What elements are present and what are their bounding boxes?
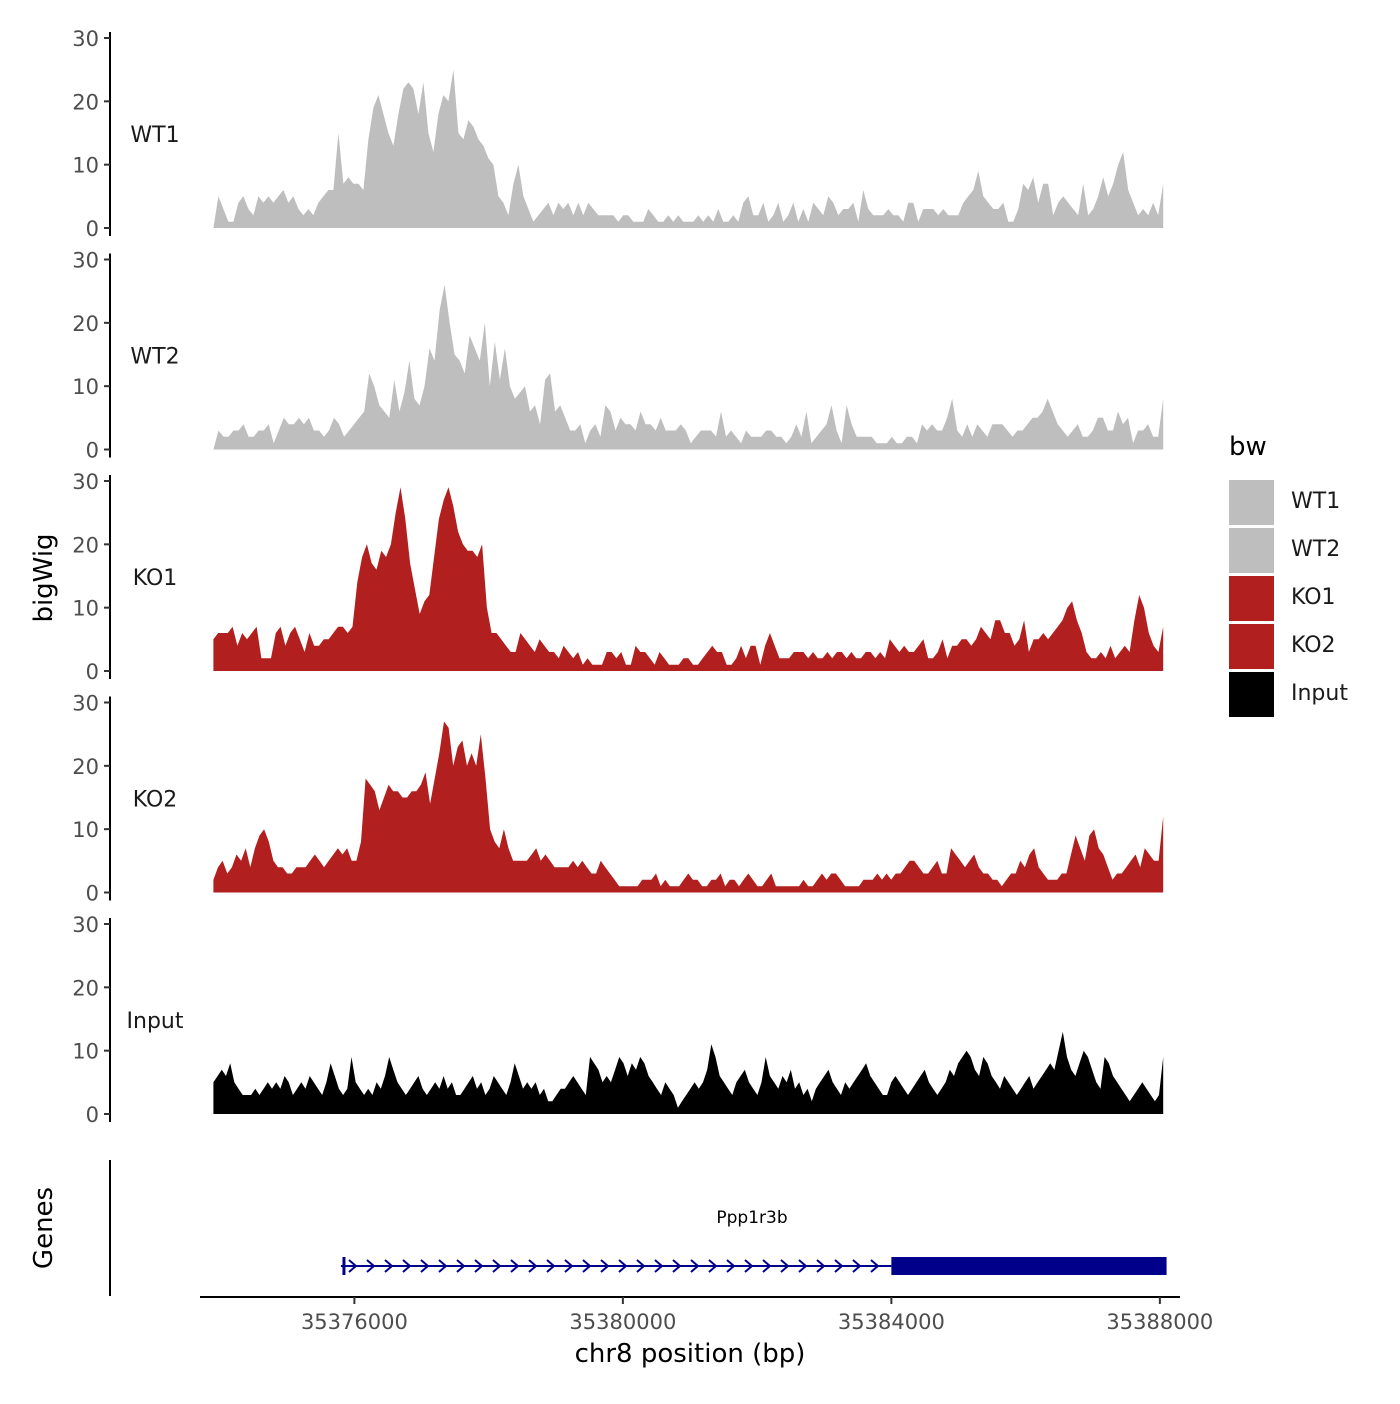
track-name-label: WT1 (130, 123, 179, 148)
legend-label: Input (1291, 681, 1348, 706)
track-panel-wt1: 0 10 20 30 WT1 (72, 27, 1164, 241)
track-panel-ko1: 0 10 20 30 KO1 (72, 470, 1164, 684)
legend-item-ko1: KO1 (1229, 576, 1389, 622)
y-tick-label: 10 (72, 1040, 99, 1064)
y-tick-label: 0 (86, 882, 99, 906)
strand-arrow (474, 1259, 484, 1273)
strand-arrow (438, 1259, 448, 1273)
track-panel-input: 0 10 20 30 Input (72, 913, 1164, 1127)
track-panel-wt2: 0 10 20 30 WT2 (72, 249, 1164, 463)
legend-swatch (1229, 624, 1274, 669)
strand-arrow (402, 1259, 412, 1273)
y-axis-label: bigWig (29, 533, 59, 622)
y-tick-label: 30 (72, 692, 99, 716)
legend-label: KO1 (1291, 585, 1336, 610)
strand-arrow (636, 1259, 646, 1273)
strand-arrow (744, 1259, 754, 1273)
y-tick-label: 20 (72, 312, 99, 336)
legend-item-wt2: WT2 (1229, 528, 1389, 574)
legend-item-wt1: WT1 (1229, 480, 1389, 526)
y-tick-label: 10 (72, 597, 99, 621)
x-tick-label: 35376000 (301, 1310, 408, 1334)
track-name-label: KO1 (133, 566, 178, 591)
gene-cds-block (891, 1257, 1167, 1275)
y-tick-label: 30 (72, 249, 99, 273)
y-tick-label: 0 (86, 217, 99, 241)
y-tick-label: 0 (86, 660, 99, 684)
strand-arrow (726, 1259, 736, 1273)
legend-swatch (1229, 672, 1274, 717)
strand-arrow (384, 1259, 394, 1273)
strand-arrow (600, 1259, 610, 1273)
y-tick-label: 20 (72, 755, 99, 779)
y-tick-label: 30 (72, 913, 99, 937)
y-tick-label: 20 (72, 90, 99, 114)
y-tick-label: 30 (72, 27, 99, 51)
legend-title: bw (1229, 432, 1267, 462)
strand-arrow (528, 1259, 538, 1273)
strand-arrow (564, 1259, 574, 1273)
y-tick-label: 20 (72, 976, 99, 1000)
strand-arrow (348, 1259, 358, 1273)
x-tick-label: 35384000 (838, 1310, 945, 1334)
x-tick-label: 35388000 (1106, 1310, 1213, 1334)
strand-arrow (816, 1259, 826, 1273)
signal-area-wt1 (213, 69, 1164, 228)
legend-swatch (1229, 480, 1274, 525)
track-panel-ko2: 0 10 20 30 KO2 (72, 692, 1164, 906)
strand-arrow (546, 1259, 556, 1273)
strand-arrow (798, 1259, 808, 1273)
strand-arrow (690, 1259, 700, 1273)
strand-arrow (672, 1259, 682, 1273)
strand-arrow (834, 1259, 844, 1273)
strand-arrow (780, 1259, 790, 1273)
legend-item-input: Input (1229, 672, 1389, 718)
strand-arrow (762, 1259, 772, 1273)
y-tick-label: 10 (72, 375, 99, 399)
strand-arrow (456, 1259, 466, 1273)
strand-arrow (852, 1259, 862, 1273)
strand-arrow (366, 1259, 376, 1273)
track-name-label: Input (127, 1009, 184, 1034)
y-tick-label: 0 (86, 439, 99, 463)
strand-arrow (492, 1259, 502, 1273)
x-tick-label: 35380000 (569, 1310, 676, 1334)
signal-area-wt2 (213, 284, 1164, 450)
y-tick-label: 10 (72, 818, 99, 842)
legend-swatch (1229, 576, 1274, 621)
strand-arrow (654, 1259, 664, 1273)
track-name-label: WT2 (130, 345, 179, 370)
strand-arrow (582, 1259, 592, 1273)
strand-arrow (510, 1259, 520, 1273)
strand-arrow (618, 1259, 628, 1273)
track-name-label: KO2 (133, 788, 178, 813)
x-axis-label: chr8 position (bp) (575, 1339, 806, 1369)
legend-item-ko2: KO2 (1229, 624, 1389, 670)
gene-track-label: Genes (29, 1187, 59, 1269)
gene-model-ppp1r3b: Ppp1r3b (109, 1160, 1167, 1296)
legend-swatch (1229, 528, 1274, 573)
y-tick-label: 20 (72, 533, 99, 557)
y-tick-label: 0 (86, 1103, 99, 1127)
gene-name-label: Ppp1r3b (716, 1208, 787, 1228)
strand-arrow (708, 1259, 718, 1273)
y-tick-label: 10 (72, 154, 99, 178)
legend-label: WT2 (1291, 537, 1341, 562)
signal-area-ko2 (213, 721, 1164, 893)
legend-label: KO2 (1291, 633, 1336, 658)
y-tick-label: 30 (72, 470, 99, 494)
signal-area-input (213, 1031, 1164, 1114)
signal-area-ko1 (213, 487, 1164, 671)
strand-arrow (420, 1259, 430, 1273)
strand-arrow (870, 1259, 880, 1273)
legend-label: WT1 (1291, 489, 1341, 514)
